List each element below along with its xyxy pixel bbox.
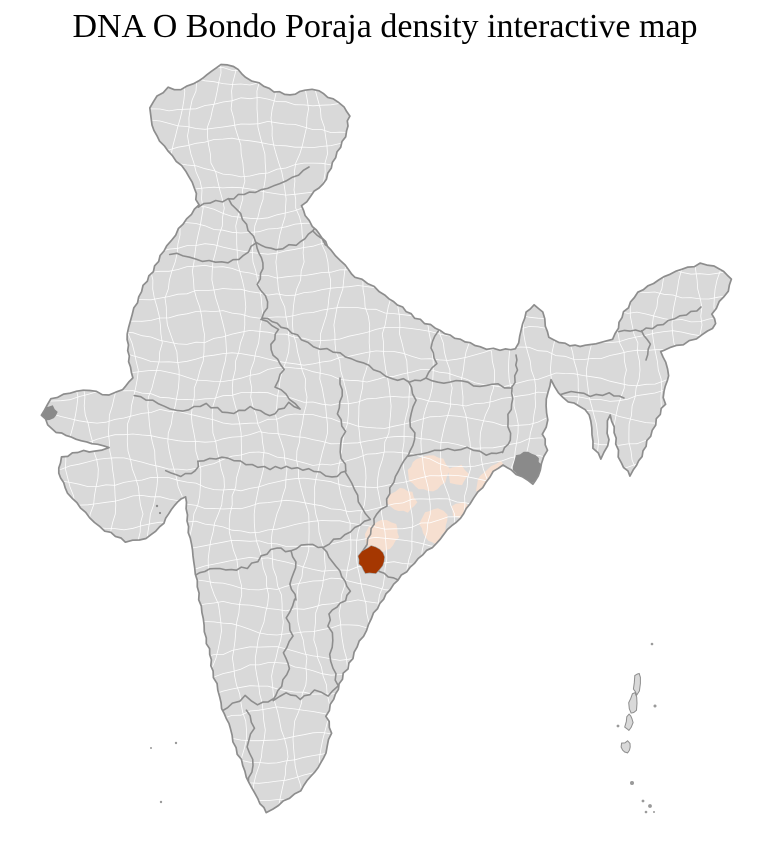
island-dot[interactable] — [644, 810, 648, 814]
coastal-speck — [158, 511, 162, 515]
island[interactable] — [632, 672, 641, 697]
island-dot[interactable] — [150, 747, 152, 749]
island[interactable] — [628, 692, 638, 714]
island[interactable] — [620, 740, 631, 754]
district-high-density[interactable] — [357, 545, 385, 574]
island-dot[interactable] — [648, 804, 652, 808]
island-dot[interactable] — [653, 704, 657, 708]
island[interactable] — [624, 713, 634, 732]
island-dot[interactable] — [616, 724, 620, 728]
island-dot[interactable] — [641, 799, 645, 803]
district-low-density[interactable] — [407, 455, 451, 492]
country-border — [40, 63, 733, 814]
district-low-density[interactable] — [365, 519, 400, 554]
coastal-speck — [155, 504, 159, 508]
island-dot[interactable] — [630, 781, 634, 785]
lakshadweep-islands[interactable] — [150, 741, 178, 804]
island-dot[interactable] — [159, 800, 163, 804]
district-low-density[interactable] — [448, 464, 470, 486]
island-dot[interactable] — [650, 642, 654, 646]
page-title: DNA O Bondo Poraja density interactive m… — [72, 8, 698, 45]
andaman-nicobar-islands[interactable] — [616, 642, 657, 814]
island-dot[interactable] — [653, 811, 655, 813]
island-dot[interactable] — [174, 741, 178, 745]
